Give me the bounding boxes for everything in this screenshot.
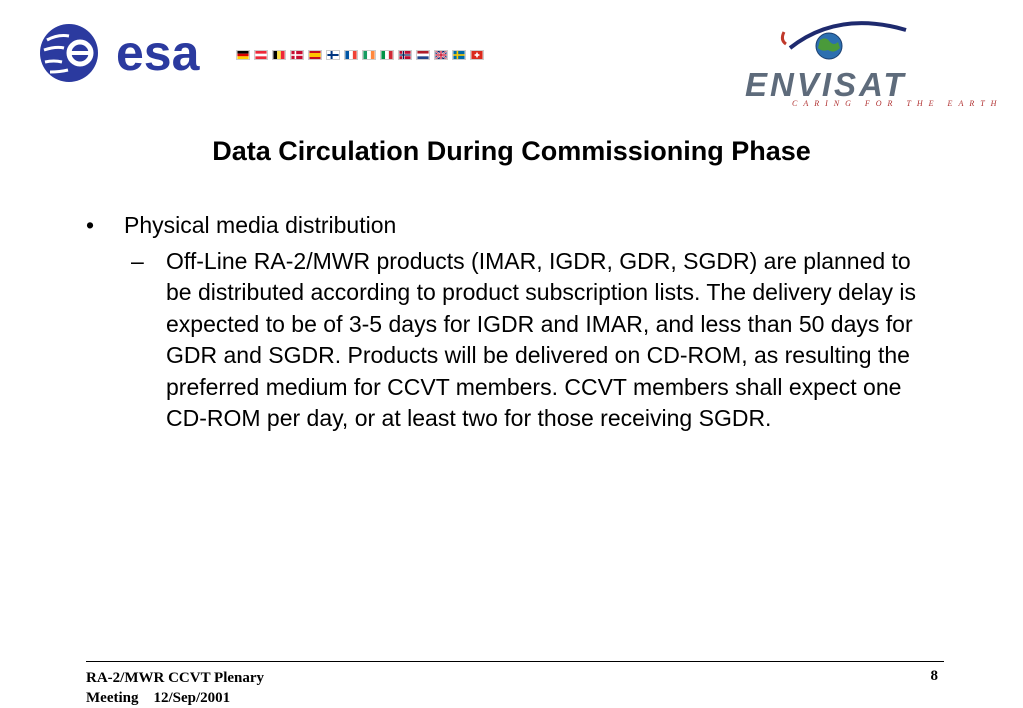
flag-belgium-icon bbox=[272, 50, 286, 60]
footer-divider bbox=[86, 661, 944, 662]
flag-ireland-icon bbox=[362, 50, 376, 60]
flag-norway-icon bbox=[398, 50, 412, 60]
sub-bullet-text: Off-Line RA-2/MWR products (IMAR, IGDR, … bbox=[166, 247, 917, 432]
footer-line-1: RA-2/MWR CCVT Plenary bbox=[86, 670, 265, 686]
envisat-logo bbox=[780, 21, 907, 60]
slide-body: • Physical media distribution – Off-Line… bbox=[86, 210, 936, 435]
flag-germany-icon bbox=[236, 50, 250, 60]
esa-logo: esa bbox=[40, 24, 201, 82]
footer-line-2: Meeting 12/Sep/2001 bbox=[86, 690, 231, 706]
page-number: 8 bbox=[930, 668, 939, 684]
slide-header: esa ENVISAT CARING FOR THE EARTH bbox=[0, 0, 1023, 120]
sub-bullet-mark: – bbox=[131, 247, 144, 274]
flag-france-icon bbox=[344, 50, 358, 60]
flag-netherlands-icon bbox=[416, 50, 430, 60]
bullet-mark: • bbox=[86, 212, 95, 238]
flag-switzerland-icon bbox=[470, 50, 484, 60]
member-state-flags bbox=[236, 50, 484, 62]
flag-denmark-icon bbox=[290, 50, 304, 60]
flag-united-kingdom-icon bbox=[434, 50, 448, 60]
flag-spain-icon bbox=[308, 50, 322, 60]
envisat-tagline: CARING FOR THE EARTH bbox=[792, 99, 1003, 108]
footer-meeting-info: RA-2/MWR CCVT Plenary Meeting 12/Sep/200… bbox=[86, 668, 346, 708]
bullet-item: • Physical media distribution bbox=[86, 210, 936, 242]
envisat-logo-text: ENVISAT bbox=[745, 66, 907, 103]
flag-finland-icon bbox=[326, 50, 340, 60]
sub-bullet-item: – Off-Line RA-2/MWR products (IMAR, IGDR… bbox=[131, 246, 936, 435]
flag-austria-icon bbox=[254, 50, 268, 60]
slide-title: Data Circulation During Commissioning Ph… bbox=[212, 136, 811, 166]
bullet-text: Physical media distribution bbox=[124, 212, 397, 238]
esa-logo-text: esa bbox=[116, 25, 201, 81]
flag-sweden-icon bbox=[452, 50, 466, 60]
flag-italy-icon bbox=[380, 50, 394, 60]
